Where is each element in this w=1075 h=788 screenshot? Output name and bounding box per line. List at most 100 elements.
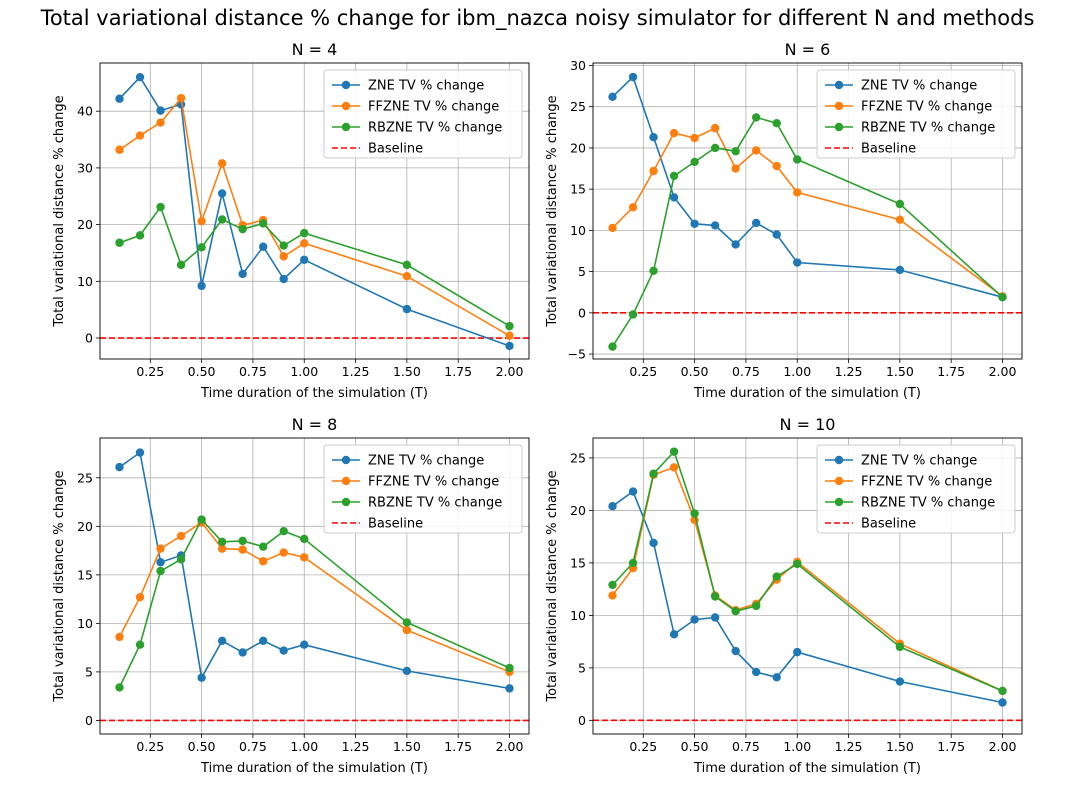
data-point [258, 219, 268, 228]
x-tick-label: 1.25 [342, 739, 370, 754]
series-line-0 [611, 75, 1003, 298]
x-tick-label: 1.50 [393, 739, 421, 754]
data-point [135, 640, 145, 649]
data-point [772, 230, 781, 239]
x-tick-label: 1.25 [835, 739, 863, 754]
legend-label: FFZNE TV % change [368, 100, 499, 115]
data-point [608, 342, 617, 351]
data-point [690, 509, 699, 518]
y-axis-label: Total variational distance % change [52, 470, 67, 702]
x-tick-label: 0.25 [629, 739, 657, 754]
data-point [505, 663, 514, 673]
data-point [751, 146, 761, 155]
data-point [731, 147, 740, 156]
data-point [710, 613, 720, 622]
data-point [710, 123, 720, 133]
data-point [238, 545, 247, 554]
data-point [197, 243, 206, 252]
x-tick-label: 2.00 [496, 739, 524, 754]
data-point [279, 526, 288, 536]
data-point [176, 93, 186, 103]
data-point [649, 469, 658, 478]
data-point [135, 592, 145, 602]
x-tick-label: 0.25 [136, 364, 164, 379]
x-tick-label: 0.50 [188, 364, 216, 379]
legend-swatch-marker [834, 476, 844, 486]
data-point [300, 228, 309, 238]
data-point [279, 252, 288, 261]
data-point [772, 572, 781, 581]
data-point [731, 646, 740, 656]
data-point [156, 202, 165, 212]
y-tick-label: −5 [568, 347, 586, 362]
data-point [402, 625, 412, 635]
plot-frame [99, 62, 530, 360]
legend-label: Baseline [368, 142, 423, 157]
data-point [176, 555, 186, 564]
x-tick-label: 1.50 [393, 364, 421, 379]
data-point [279, 646, 288, 655]
data-point [300, 534, 309, 544]
data-point [176, 531, 186, 541]
data-point [197, 217, 206, 226]
data-point [156, 558, 165, 567]
legend-swatch-marker [341, 80, 351, 90]
data-point [649, 166, 658, 176]
legend-swatch-marker [834, 101, 844, 111]
data-point [115, 94, 124, 103]
series-line-2 [611, 450, 1003, 692]
data-point [258, 636, 268, 646]
x-tick-label: 1.00 [783, 364, 811, 379]
data-point [402, 272, 412, 281]
legend-label: RBZNE TV % change [861, 496, 995, 511]
data-point [998, 292, 1007, 302]
data-point [238, 536, 247, 546]
series-line-2 [119, 205, 510, 327]
legend-label: RBZNE TV % change [861, 121, 995, 136]
legend-swatch-marker [341, 122, 351, 132]
x-tick-label: 2.00 [496, 364, 524, 379]
x-tick-label: 1.75 [937, 364, 965, 379]
data-point [258, 542, 268, 551]
data-point [895, 215, 905, 224]
y-tick-label: 25 [77, 470, 93, 485]
x-tick-label: 1.00 [290, 739, 318, 754]
legend-swatch-marker [834, 80, 844, 90]
data-point [115, 462, 124, 472]
data-point [998, 698, 1007, 707]
data-point [156, 106, 165, 115]
legend-label: FFZNE TV % change [861, 100, 992, 115]
data-point [669, 630, 679, 639]
data-point [279, 274, 288, 284]
legend-swatch-marker [341, 476, 351, 486]
data-point [217, 215, 227, 224]
data-point [135, 448, 145, 457]
data-point [197, 281, 206, 291]
x-tick-label: 0.75 [239, 364, 267, 379]
subplot-2: 0.25 0.50 0.75 1.00 1.25 1.50 1.75 2.00 −5 0 5 10 15… [545, 40, 1023, 401]
y-tick-label: 30 [77, 160, 93, 175]
data-point [505, 331, 514, 340]
data-point [669, 171, 679, 181]
legend-label: FFZNE TV % change [368, 475, 499, 490]
data-point [300, 553, 309, 562]
data-point [772, 118, 781, 128]
data-point [751, 601, 761, 611]
data-point [669, 128, 679, 138]
y-tick-label: 20 [77, 519, 93, 534]
data-point [731, 240, 740, 249]
data-point [115, 238, 124, 247]
legend-label: RBZNE TV % change [368, 496, 502, 511]
data-point [505, 341, 514, 351]
subplot-title: N = 8 [292, 415, 338, 434]
data-point [279, 548, 288, 557]
y-tick-label: 0 [578, 713, 586, 728]
data-point [772, 673, 781, 682]
data-point [710, 143, 720, 153]
figure-title: Total variational distance % change for … [40, 6, 1035, 30]
y-tick-label: 10 [77, 274, 93, 289]
data-point [115, 145, 124, 154]
legend-box [816, 69, 1016, 159]
legend-box [323, 69, 523, 159]
x-axis-label: Time duration of the simulation (T) [693, 761, 921, 776]
